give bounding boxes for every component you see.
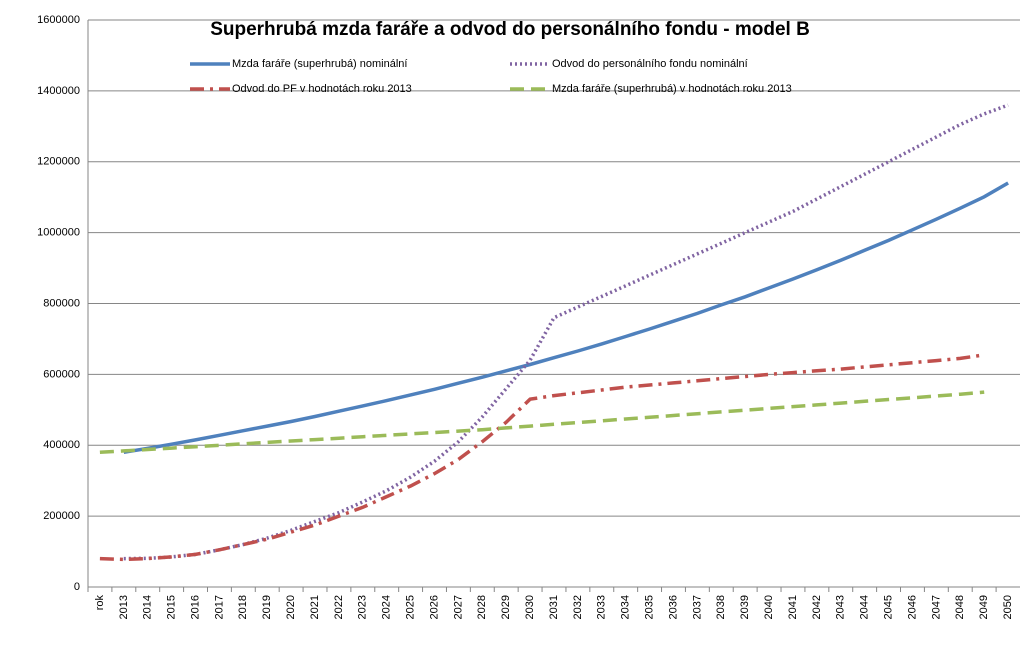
x-tick-label: 2017	[213, 595, 225, 619]
x-tick-label: 2045	[882, 595, 894, 619]
x-tick-label: 2018	[237, 595, 249, 619]
x-tick-label: 2041	[787, 595, 799, 619]
x-tick-label: 2016	[189, 595, 201, 619]
x-tick-label: 2023	[357, 595, 369, 619]
x-tick-label: 2042	[811, 595, 823, 619]
legend-label: Mzda faráře (superhrubá) v hodnotách rok…	[552, 83, 792, 95]
x-tick-label: 2039	[739, 595, 751, 619]
y-tick-label: 0	[74, 581, 80, 593]
series-line	[123, 181, 1009, 455]
y-tick-label: 1000000	[37, 227, 80, 239]
y-tick-label: 600000	[43, 368, 80, 380]
x-tick-label: 2020	[285, 595, 297, 619]
x-tick-label: 2043	[835, 595, 847, 619]
legend-label: Mzda faráře (superhrubá) nominální	[232, 58, 407, 70]
y-tick-label: 1200000	[37, 156, 80, 168]
y-tick-label: 1400000	[37, 85, 80, 97]
x-tick-label: 2022	[333, 595, 345, 619]
chart-title: Superhrubá mzda faráře a odvod do person…	[210, 19, 810, 40]
x-tick-label: 2048	[954, 595, 966, 619]
x-tick-label: 2038	[715, 595, 727, 619]
y-tick-label: 400000	[43, 439, 80, 451]
x-tick-label: 2015	[166, 595, 178, 619]
x-tick-label: 2025	[405, 595, 417, 619]
x-tick-label: 2030	[524, 595, 536, 619]
y-tick-label: 1600000	[37, 14, 80, 26]
y-tick-label: 200000	[43, 510, 80, 522]
x-tick-label: 2028	[476, 595, 488, 619]
x-tick-label: 2021	[309, 595, 321, 619]
x-tick-label: 2049	[978, 595, 990, 619]
series-line	[99, 353, 985, 562]
x-tick-label: 2047	[930, 595, 942, 619]
x-tick-label: 2046	[906, 595, 918, 619]
series-line	[123, 103, 1009, 561]
x-tick-label: 2036	[667, 595, 679, 619]
x-tick-label: 2013	[118, 595, 130, 619]
x-tick-label: 2037	[691, 595, 703, 619]
x-tick-label: 2014	[142, 595, 154, 619]
x-tick-label: 2044	[859, 595, 871, 619]
x-tick-label: 2033	[596, 595, 608, 619]
x-tick-label: 2040	[763, 595, 775, 619]
legend-label: Odvod do personálního fondu nominální	[552, 58, 748, 70]
x-tick-label: 2019	[261, 595, 273, 619]
x-tick-label: 2029	[500, 595, 512, 619]
legend-label: Odvod do PF v hodnotách roku 2013	[232, 83, 412, 95]
x-tick-label: 2034	[620, 595, 632, 619]
x-tick-label: rok	[94, 595, 106, 611]
x-tick-label: 2032	[572, 595, 584, 619]
x-tick-label: 2026	[428, 595, 440, 619]
x-tick-label: 2050	[1002, 595, 1014, 619]
x-tick-label: 2027	[452, 595, 464, 619]
x-tick-label: 2035	[643, 595, 655, 619]
x-tick-label: 2024	[381, 595, 393, 619]
x-tick-label: 2031	[548, 595, 560, 619]
series-line	[99, 390, 985, 455]
y-tick-label: 800000	[43, 297, 80, 309]
